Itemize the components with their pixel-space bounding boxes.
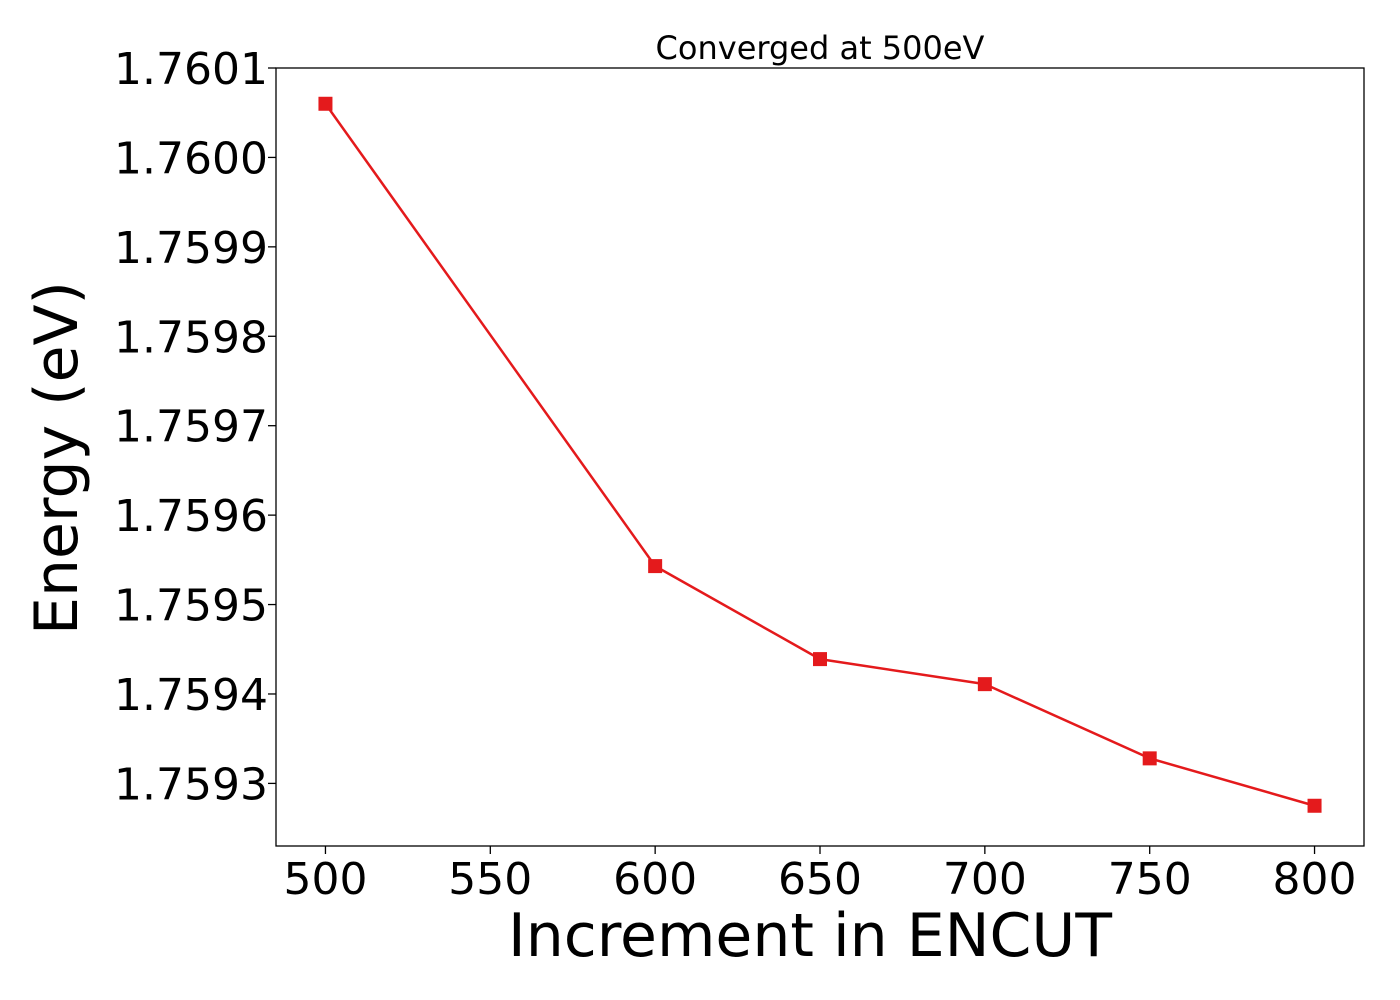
data-point [318, 96, 333, 111]
y-tick-label: 1.7597 [114, 402, 268, 453]
x-tick-label: 550 [448, 854, 532, 905]
x-tick-label: 700 [943, 854, 1027, 905]
data-point [648, 559, 663, 574]
y-tick-label: 1.7601 [114, 44, 268, 95]
x-tick-label: 600 [613, 854, 697, 905]
data-point [1307, 798, 1322, 813]
x-axis-title: Increment in ENCUT [508, 901, 1112, 971]
series-layer [318, 96, 1322, 813]
data-point [977, 677, 992, 692]
y-tick-label: 1.7600 [114, 133, 268, 184]
y-tick-label: 1.7594 [114, 670, 268, 721]
x-axis: 500 550 600 650 700 750 800 [283, 846, 1357, 905]
y-tick-label: 1.7596 [114, 491, 268, 542]
x-tick-label: 750 [1108, 854, 1192, 905]
x-tick-label: 500 [283, 854, 367, 905]
y-tick-label: 1.7599 [114, 223, 268, 274]
plot-area [275, 67, 1365, 847]
y-tick-label: 1.7595 [114, 581, 268, 632]
chart-title: Converged at 500eV [656, 29, 985, 67]
y-axis-title: Energy (eV) [22, 281, 92, 635]
series-line [324, 103, 1315, 807]
y-tick-label: 1.7598 [114, 312, 268, 363]
y-axis: 1.7593 1.7594 1.7595 1.7596 1.7597 1.7598 1.75… [114, 44, 276, 810]
y-tick-label: 1.7593 [114, 759, 268, 810]
data-point [813, 652, 827, 667]
x-tick-label: 650 [778, 854, 862, 905]
data-point [1142, 751, 1157, 766]
x-tick-label: 800 [1273, 854, 1357, 905]
